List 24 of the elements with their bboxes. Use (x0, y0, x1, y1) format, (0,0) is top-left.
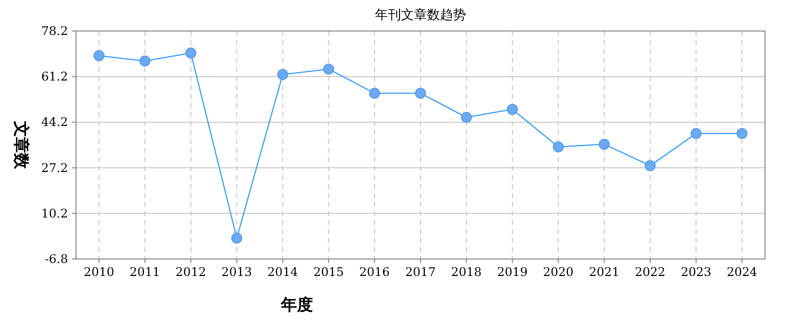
y-tick-label: 61.2 (41, 70, 68, 84)
x-tick-label: 2012 (176, 265, 206, 279)
x-tick-label: 2011 (130, 265, 160, 279)
x-tick-label: 2020 (543, 265, 574, 279)
x-tick-label: 2016 (359, 265, 390, 279)
x-tick-label: 2022 (634, 265, 666, 279)
y-axis-title: 文章数 (12, 120, 31, 170)
y-tick-label: 78.2 (41, 24, 68, 38)
x-tick-label: 2018 (451, 265, 482, 279)
x-tick-label: 2010 (84, 265, 114, 279)
y-tick-label: 44.2 (41, 115, 68, 130)
y-tick-label: 27.2 (41, 160, 68, 175)
y-tick-label: -6.8 (44, 252, 68, 266)
y-tick-label: 10.2 (41, 206, 68, 220)
chart-title: 年刊文章数趋势 (375, 8, 466, 23)
x-tick-label: 2017 (405, 265, 436, 279)
x-tick-label: 2019 (497, 265, 528, 279)
x-tick-label: 2013 (221, 265, 252, 279)
x-axis-title: 年度 (280, 295, 313, 314)
x-tick-label: 2021 (588, 265, 620, 279)
x-tick-label: 2014 (267, 265, 298, 279)
x-tick-label: 2024 (726, 265, 758, 279)
x-tick-label: 2023 (680, 265, 712, 279)
x-tick-label: 2015 (313, 265, 344, 279)
